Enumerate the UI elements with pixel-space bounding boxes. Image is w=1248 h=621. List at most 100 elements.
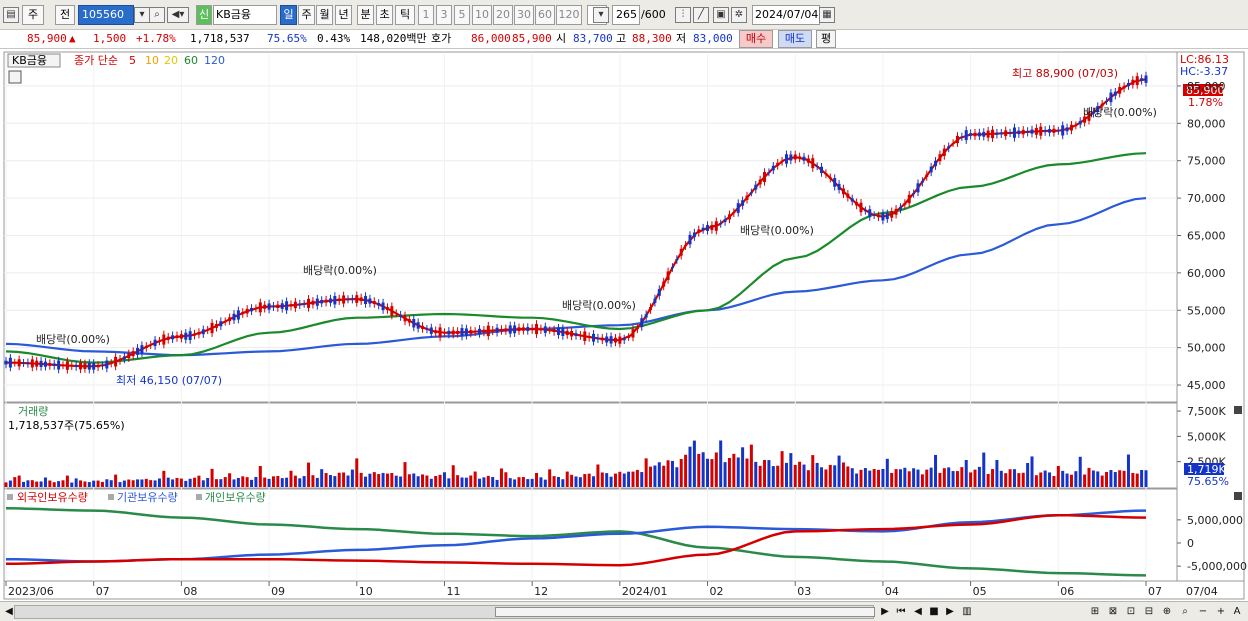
- candle-body: [245, 308, 249, 314]
- volume-bar: [13, 477, 17, 487]
- volume-bars: [4, 440, 1148, 487]
- minute-120-button[interactable]: 120: [556, 5, 582, 25]
- line-tool-icon[interactable]: ╱: [693, 7, 709, 23]
- candle-body: [684, 244, 688, 247]
- volume-bar: [776, 465, 780, 487]
- tab-tick[interactable]: 틱: [395, 5, 415, 25]
- volume-panel-close-icon[interactable]: [1234, 406, 1242, 414]
- candle-body: [258, 302, 262, 313]
- candle-body: [131, 351, 135, 357]
- grid-layer: [4, 54, 1177, 581]
- rewind-icon[interactable]: ⏮: [896, 606, 906, 617]
- sell-button[interactable]: 매도: [778, 30, 812, 48]
- stock-code-input[interactable]: 105560: [78, 5, 134, 25]
- window-menu-icon[interactable]: ▤: [3, 7, 19, 23]
- volume-bar: [907, 471, 911, 487]
- stock-name-field[interactable]: KB금융: [213, 5, 277, 25]
- candle-type-icon[interactable]: ⫶: [675, 7, 691, 23]
- candle-body: [1056, 130, 1060, 132]
- x-tick-label: 05: [973, 585, 987, 598]
- tool-2-icon[interactable]: ⊠: [1108, 606, 1118, 617]
- tool-5-icon[interactable]: ⊕: [1162, 606, 1172, 617]
- minute-30-button[interactable]: 30: [514, 5, 534, 25]
- tool-4-icon[interactable]: ⊟: [1144, 606, 1154, 617]
- zoom-in-icon[interactable]: +: [1216, 606, 1226, 617]
- holdings-panel-close-icon[interactable]: [1234, 492, 1242, 500]
- stock-tag-box[interactable]: [7, 53, 61, 68]
- tab-year[interactable]: 년: [335, 5, 352, 25]
- play-back-icon[interactable]: ◀: [914, 606, 922, 617]
- minute-3-button[interactable]: 3: [436, 5, 452, 25]
- tab-week[interactable]: 주: [298, 5, 315, 25]
- volume-bar: [767, 460, 771, 487]
- scroll-right-icon[interactable]: ▶: [881, 606, 889, 617]
- minute-1-button[interactable]: 1: [418, 5, 434, 25]
- scroll-track[interactable]: [14, 605, 875, 619]
- candle-body: [1008, 132, 1012, 134]
- tab-day[interactable]: 일: [280, 5, 297, 25]
- last-price-box: [1183, 84, 1223, 96]
- candle-body: [991, 129, 995, 139]
- trade-amount: 148,020백만: [360, 32, 427, 45]
- candle-body: [600, 337, 604, 341]
- zoom-out-icon[interactable]: −: [1198, 606, 1208, 617]
- candle-body: [666, 271, 670, 280]
- avg-button[interactable]: 평: [816, 30, 836, 48]
- price-tick-label: 80,000: [1187, 117, 1226, 130]
- stop-icon[interactable]: ■: [929, 606, 939, 617]
- prev-button[interactable]: 전: [55, 5, 75, 25]
- minute-10-button[interactable]: 10: [472, 5, 492, 25]
- speaker-icon[interactable]: ◀▾: [167, 7, 189, 23]
- calendar-icon[interactable]: ▦: [819, 7, 835, 23]
- minute-20-button[interactable]: 20: [493, 5, 513, 25]
- candle-body: [1017, 130, 1021, 135]
- volume-bar: [635, 469, 639, 487]
- turnover-ratio: 0.43%: [317, 32, 351, 45]
- minute-5-button[interactable]: 5: [454, 5, 470, 25]
- zoom-search-icon[interactable]: ⌕: [1182, 606, 1188, 617]
- settings-gear-icon[interactable]: ✲: [731, 7, 747, 23]
- scroll-thumb[interactable]: [495, 607, 875, 617]
- candle-body: [938, 154, 942, 162]
- volume-bar: [521, 477, 525, 487]
- scroll-left-icon[interactable]: ◀: [5, 606, 13, 617]
- count-input[interactable]: 265: [612, 5, 640, 25]
- search-icon[interactable]: ⌕: [149, 7, 165, 23]
- code-dropdown-icon[interactable]: ▾: [134, 7, 150, 23]
- volume-bar: [513, 479, 517, 487]
- stock-chart[interactable]: KB금융 종가 단순 5 10 20 60 120 최고 88,900 (07/…: [0, 50, 1248, 603]
- date-field[interactable]: 2024/07/04: [752, 5, 820, 25]
- candle-body: [916, 183, 920, 193]
- tab-second[interactable]: 초: [376, 5, 393, 25]
- tab-minute[interactable]: 분: [357, 5, 374, 25]
- play-icon[interactable]: ▶: [946, 606, 954, 617]
- volume-bar: [346, 475, 350, 487]
- candle-body: [499, 328, 503, 332]
- tool-3-icon[interactable]: ⊡: [1126, 606, 1136, 617]
- font-size-icon[interactable]: A: [1233, 606, 1241, 617]
- bar-chart-icon[interactable]: ▥: [962, 606, 972, 617]
- toolbar: ▤ 주 전 105560 ▾ ⌕ ◀▾ 신 KB금융 일 주 월 년 분 초 틱…: [0, 0, 1248, 30]
- volume-bar: [1061, 470, 1065, 487]
- volume-bar: [17, 475, 21, 487]
- minute-60-button[interactable]: 60: [535, 5, 555, 25]
- save-icon[interactable]: ▣: [713, 7, 729, 23]
- buy-button[interactable]: 매수: [739, 30, 773, 48]
- period-unit-button[interactable]: 주: [22, 5, 44, 25]
- candle-body: [657, 289, 661, 296]
- candle-body: [837, 183, 841, 190]
- candle-body: [171, 335, 175, 340]
- volume-bar: [412, 473, 416, 487]
- custom-dropdown-icon[interactable]: ▾: [593, 7, 609, 23]
- candle-body: [118, 358, 122, 362]
- legend-prefix: 종가 단순: [74, 54, 118, 67]
- volume-bar: [241, 476, 245, 487]
- data-table-icon[interactable]: [8, 70, 22, 84]
- volume-bar: [57, 481, 61, 487]
- candle-body: [289, 304, 293, 307]
- volume-bar: [442, 472, 446, 487]
- candle-body: [692, 232, 696, 238]
- volume-bar: [201, 480, 205, 487]
- tab-month[interactable]: 월: [316, 5, 333, 25]
- tool-1-icon[interactable]: ⊞: [1090, 606, 1100, 617]
